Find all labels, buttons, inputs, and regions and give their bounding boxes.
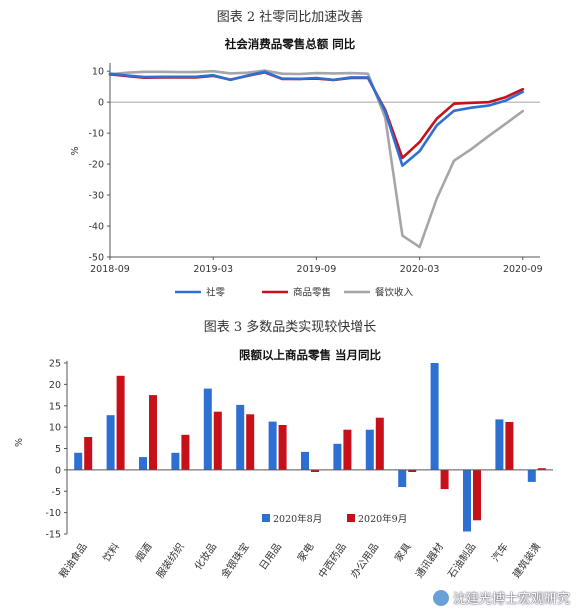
bar-sep	[84, 437, 93, 470]
bar-sep	[408, 469, 417, 472]
bar-sep	[213, 411, 222, 470]
category-label: 通讯器材	[412, 540, 446, 580]
y-tick-label: 10	[92, 67, 104, 78]
bar-aug	[365, 429, 374, 470]
y-tick-label: -30	[88, 191, 104, 202]
category-label: 石油制品	[445, 540, 479, 580]
y-tick-label: 0	[55, 465, 61, 476]
series-line-3	[108, 69, 525, 249]
bar-aug	[333, 443, 342, 470]
bar-aug	[463, 469, 471, 532]
legend-label: 社零	[206, 287, 226, 299]
y-tick-label: 20	[49, 380, 61, 391]
category-label: 粮油食品	[56, 540, 90, 580]
x-tick-label: 2018-09	[90, 264, 130, 275]
y-tick-label: 0	[98, 98, 104, 109]
bar-aug	[527, 469, 536, 482]
category-label: 家电	[294, 540, 316, 564]
x-tick-label: 2019-09	[297, 264, 337, 275]
legend-label: 商品零售	[293, 287, 331, 299]
bar-sep	[246, 414, 255, 470]
legend-swatch	[347, 514, 355, 522]
legend-label: 2020年9月	[358, 513, 407, 525]
bar-aug	[236, 404, 245, 470]
category-label: 饮料	[100, 540, 122, 564]
bar-sep	[181, 434, 190, 470]
bar-sep	[116, 375, 125, 470]
y-axis-label: %	[70, 146, 81, 155]
category-bar-chart: 限额以上商品零售 当月同比 25 20 15 10 5 0 -5 -10 -15% 粮油食品 饮料 烟酒…	[14, 348, 553, 580]
y-tick-label: 5	[55, 444, 61, 455]
bar-aug	[74, 452, 83, 470]
series-line-1	[108, 70, 525, 167]
bar-aug	[139, 457, 147, 470]
y-tick-label: -10	[45, 508, 61, 519]
bar-sep	[537, 468, 546, 470]
legend-label: 餐饮收入	[375, 287, 414, 299]
retail-sales-line-chart: 社会消费品零售总额 同比 10 0 -10 -20 -30 -40 -50% 2018-09 20…	[70, 37, 543, 299]
bar-aug	[171, 452, 180, 470]
category-label: 烟酒	[132, 540, 154, 564]
y-tick-label: -50	[88, 253, 104, 264]
bar-aug	[430, 363, 439, 470]
figure-2-caption: 图表 2 社零同比加速改善	[216, 10, 364, 25]
bar-aug	[203, 388, 212, 470]
y-tick-label: -40	[88, 222, 104, 233]
category-label: 家具	[392, 540, 414, 564]
series-line-2	[108, 71, 525, 160]
y-axis-label: %	[14, 438, 25, 447]
category-label: 汽车	[489, 540, 511, 564]
chart-1-title: 社会消费品零售总额 同比	[224, 37, 356, 51]
x-tick-label: 2020-03	[400, 264, 440, 275]
category-label: 日用品	[257, 541, 284, 572]
y-tick-label: 15	[49, 401, 61, 412]
bar-aug	[398, 469, 407, 487]
category-label: 建筑装潢	[510, 540, 544, 580]
category-label: 中西药品	[315, 540, 349, 580]
bar-sep	[311, 469, 319, 472]
bar-sep	[505, 422, 514, 470]
category-label: 金银珠宝	[218, 540, 252, 580]
y-tick-label: 25	[49, 359, 61, 370]
y-tick-label: -15	[45, 530, 61, 541]
x-tick-label: 2019-03	[193, 264, 233, 275]
bar-sep	[149, 395, 157, 470]
category-label: 办公用品	[348, 540, 382, 580]
bar-aug	[268, 421, 277, 470]
watermark: 沈建光博士宏观研究	[432, 588, 570, 607]
bar-aug	[495, 419, 504, 470]
category-label: 服装纺织	[153, 540, 187, 580]
bar-sep	[440, 469, 449, 490]
bar-sep	[343, 429, 352, 470]
y-tick-label: 10	[49, 423, 61, 434]
bar-sep	[278, 425, 287, 470]
bar-aug	[301, 451, 309, 470]
bar-sep	[473, 469, 481, 521]
bar-aug	[106, 415, 115, 470]
wechat-logo-icon	[432, 590, 449, 606]
x-tick-label: 2020-09	[503, 264, 543, 275]
chart-2-title: 限额以上商品零售 当月同比	[239, 348, 382, 362]
y-tick-label: -10	[88, 129, 104, 140]
legend-swatch	[262, 514, 270, 522]
watermark-text: 沈建光博士宏观研究	[452, 592, 570, 607]
figure-3-caption: 图表 3 多数品类实现较快增长	[203, 320, 377, 335]
bar-sep	[375, 417, 384, 470]
y-tick-label: -20	[88, 160, 104, 171]
legend-label: 2020年8月	[273, 513, 322, 525]
y-tick-label: -5	[52, 487, 61, 498]
category-label: 化妆品	[191, 540, 219, 572]
